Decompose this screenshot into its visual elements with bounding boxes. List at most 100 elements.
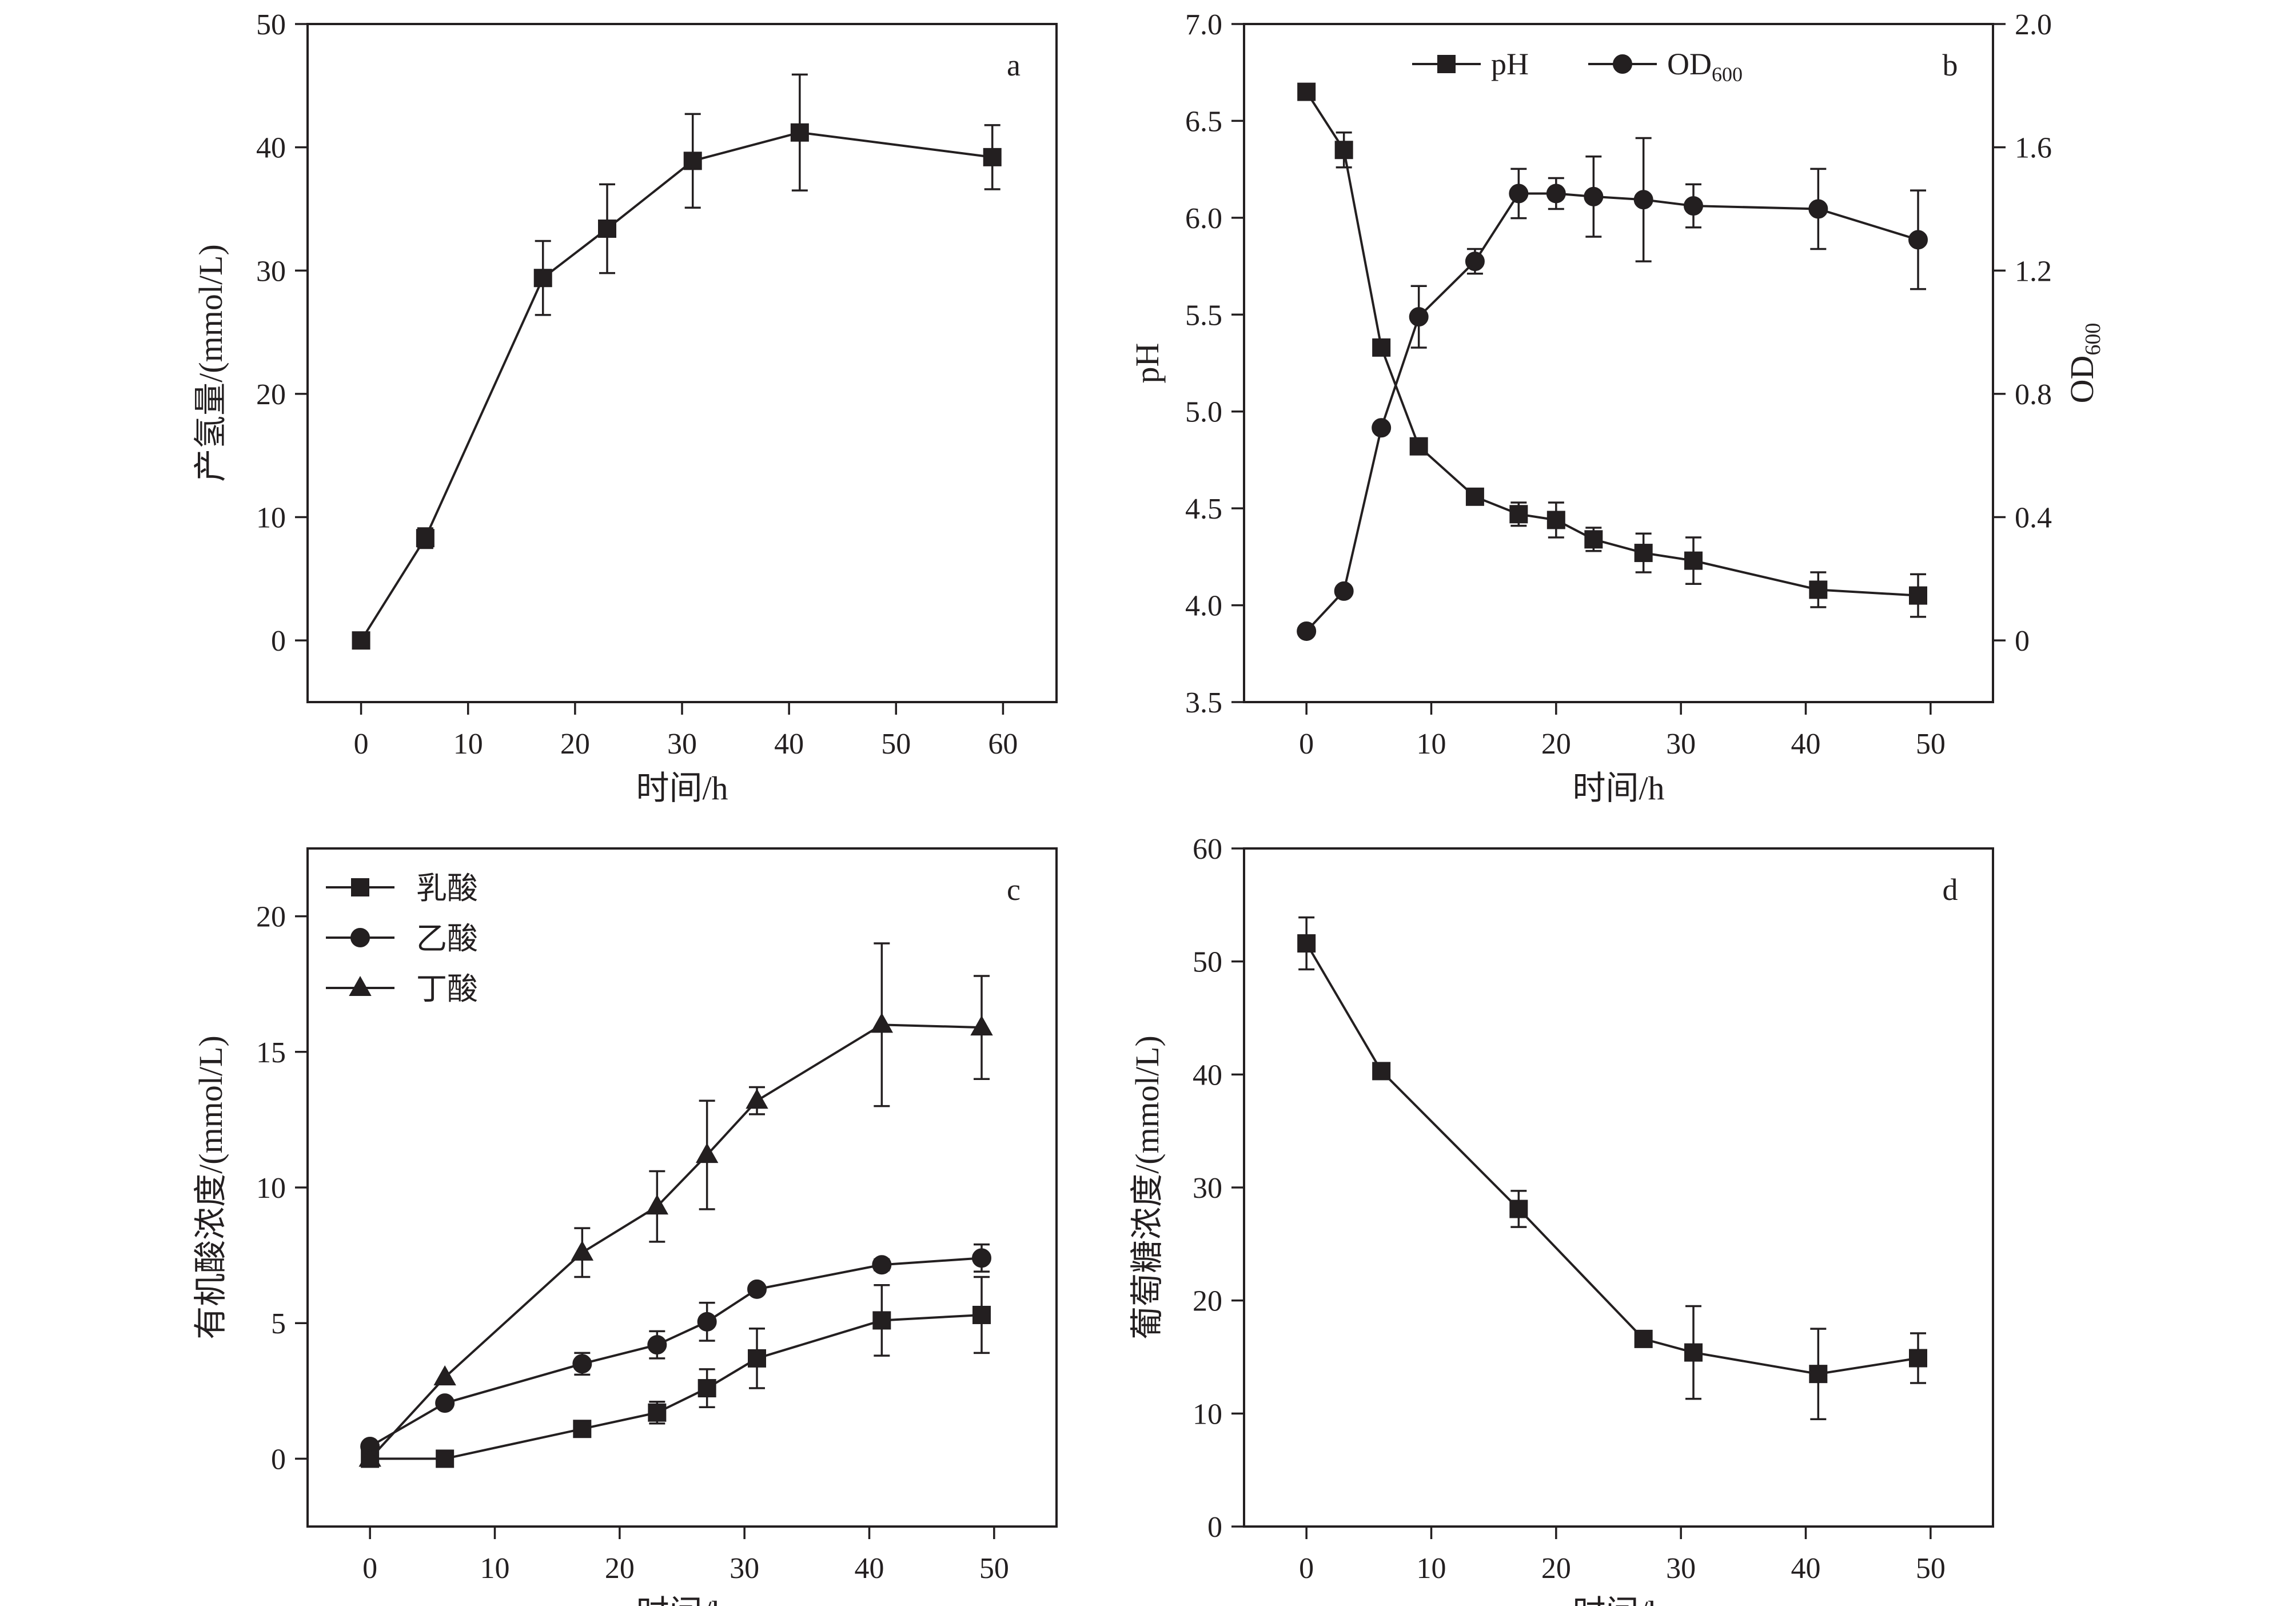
legend-label: 乳酸 xyxy=(416,871,478,906)
y2-axis-title: OD600 xyxy=(2063,323,2105,404)
y-tick-label: 5.0 xyxy=(1185,396,1222,429)
x-tick-label: 10 xyxy=(480,1552,510,1585)
data-point xyxy=(598,219,616,238)
y-tick-label: 20 xyxy=(256,901,286,934)
data-point xyxy=(1684,196,1703,216)
legend-marker xyxy=(349,975,372,996)
y2-axis-title-sub: 600 xyxy=(2081,323,2105,356)
x-tick-label: 0 xyxy=(1299,728,1314,760)
y-tick-label: 5 xyxy=(271,1308,286,1340)
panel-letter: c xyxy=(1007,872,1021,907)
data-point xyxy=(648,1403,667,1422)
data-point xyxy=(1509,505,1528,524)
y-tick-label: 5.5 xyxy=(1185,299,1222,332)
x-tick-label: 0 xyxy=(1299,1552,1314,1585)
legend-label-sub: 600 xyxy=(1712,63,1743,86)
series-line xyxy=(360,131,992,641)
data-point xyxy=(972,1305,991,1324)
data-point xyxy=(697,1379,716,1398)
x-tick-label: 10 xyxy=(453,728,483,760)
y-tick-label: 0 xyxy=(1207,1511,1222,1544)
x-tick-label: 40 xyxy=(774,728,804,760)
plot-frame xyxy=(1243,847,1994,1528)
series-line xyxy=(1305,91,1919,597)
x-tick-label: 50 xyxy=(979,1552,1009,1585)
y-tick-label: 3.5 xyxy=(1185,687,1222,719)
y-tick-label: 4.5 xyxy=(1185,493,1222,525)
data-point xyxy=(1297,621,1317,641)
data-point xyxy=(436,1449,455,1468)
legend-label: 乙酸 xyxy=(416,922,478,956)
y-tick-label: 0 xyxy=(271,1443,286,1476)
y-tick-label: 50 xyxy=(1193,946,1222,979)
y-tick-label: 20 xyxy=(256,378,286,411)
data-point xyxy=(870,1013,894,1033)
x-tick-label: 20 xyxy=(1541,1552,1571,1585)
x-tick-label: 20 xyxy=(560,728,590,760)
x-tick-label: 60 xyxy=(988,728,1018,760)
data-point xyxy=(352,631,370,650)
y-axis-title: 有机酸浓度/(mmol/L) xyxy=(192,1035,229,1340)
data-point xyxy=(1334,141,1353,160)
y-tick-label: 6.0 xyxy=(1185,202,1222,235)
series-line xyxy=(370,1313,982,1460)
data-point xyxy=(572,1354,592,1374)
data-point xyxy=(1809,580,1828,599)
y-tick-label: 40 xyxy=(256,132,286,165)
y2-tick-label: 0.4 xyxy=(2015,502,2052,535)
x-tick-label: 10 xyxy=(1417,1552,1446,1585)
y-tick-label: 30 xyxy=(1193,1172,1222,1205)
data-point xyxy=(358,1446,381,1467)
y-tick-label: 0 xyxy=(271,625,286,657)
data-point xyxy=(1372,338,1391,357)
data-point xyxy=(1465,487,1484,506)
legend-label: 丁酸 xyxy=(416,972,478,1006)
data-point xyxy=(435,1393,455,1413)
y-tick-label: 40 xyxy=(1193,1059,1222,1091)
data-point xyxy=(1908,230,1928,250)
data-point xyxy=(1546,511,1565,529)
y-tick-label: 50 xyxy=(256,9,286,41)
data-point xyxy=(1297,82,1316,101)
plot-frame xyxy=(1243,23,1994,703)
series-line xyxy=(369,1257,982,1448)
data-point xyxy=(697,1312,717,1332)
data-point xyxy=(433,1365,456,1386)
legend-marker xyxy=(1437,55,1456,73)
data-point xyxy=(970,1015,993,1036)
y-tick-label: 7.0 xyxy=(1185,9,1222,41)
y2-tick-label: 0 xyxy=(2015,625,2030,657)
data-point xyxy=(1465,252,1485,272)
legend-marker xyxy=(351,878,369,896)
data-point xyxy=(695,1143,719,1163)
data-point xyxy=(1684,551,1703,570)
y-tick-label: 10 xyxy=(1193,1398,1222,1430)
legend-label-main: OD xyxy=(1667,47,1712,81)
data-point xyxy=(533,269,552,288)
x-axis-title: 时间/h xyxy=(636,1594,728,1606)
data-point xyxy=(1633,190,1653,210)
data-point xyxy=(1409,437,1428,456)
x-tick-label: 50 xyxy=(1916,728,1946,760)
series-line xyxy=(369,1023,982,1460)
data-point xyxy=(790,123,809,142)
data-point xyxy=(1909,1349,1927,1368)
data-point xyxy=(1546,184,1566,204)
data-point xyxy=(1372,1062,1391,1081)
legend-label-main: pH xyxy=(1491,47,1529,81)
data-point xyxy=(416,529,435,548)
y-tick-label: 10 xyxy=(256,502,286,535)
panel-b: 0 10 20 30 40 50 3.5 4.0 4.5 5.0 5.5 6.0 6.5 7.0 0 0.4 0… xyxy=(1129,9,2105,807)
x-tick-label: 0 xyxy=(354,728,369,760)
data-point xyxy=(1584,186,1604,206)
data-point xyxy=(748,1349,766,1368)
data-point xyxy=(746,1089,768,1109)
x-tick-label: 30 xyxy=(667,728,697,760)
data-point xyxy=(1372,418,1392,438)
x-tick-label: 30 xyxy=(1666,1552,1696,1585)
x-tick-label: 30 xyxy=(1666,728,1696,760)
y-tick-label: 30 xyxy=(256,255,286,288)
y2-tick-label: 1.2 xyxy=(2015,255,2052,288)
legend-label: OD600 xyxy=(1667,47,1743,86)
